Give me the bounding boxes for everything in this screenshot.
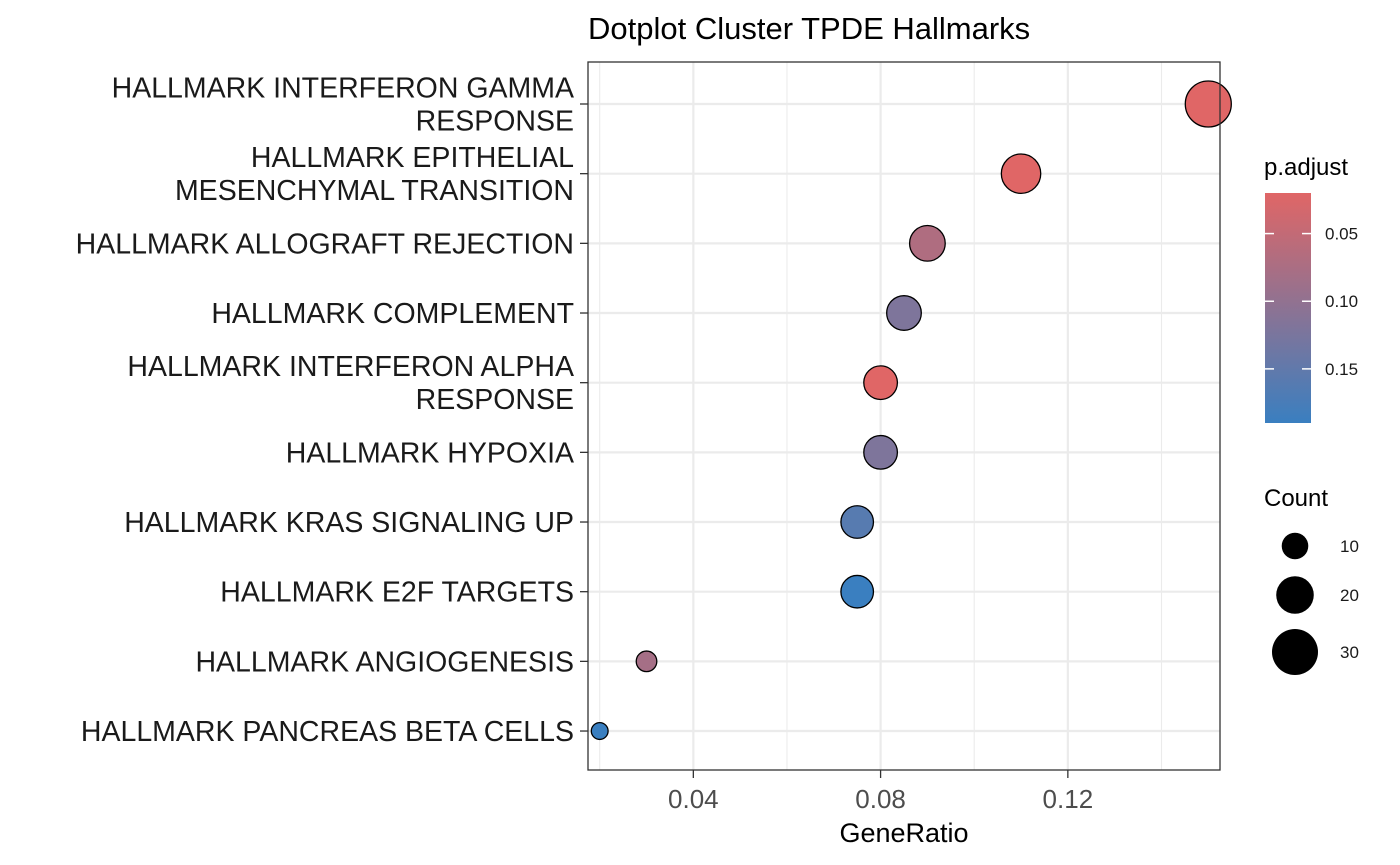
x-axis-tick-label: 0.04 (668, 784, 719, 814)
data-points (590, 80, 1232, 741)
count-legend-label: 10 (1340, 537, 1359, 556)
data-point (886, 295, 922, 331)
p-adjust-legend-title: p.adjust (1264, 154, 1348, 181)
p-adjust-legend-label: 0.15 (1325, 360, 1358, 379)
count-legend-key (1281, 532, 1309, 560)
x-axis-ticks: 0.04 0.08 0.12 (668, 770, 1093, 814)
panel-border (587, 61, 1221, 771)
count-legend: Count 10 20 30 (1264, 485, 1359, 676)
p-adjust-legend-ticks: 0.05 0.10 0.15 (1265, 225, 1358, 379)
count-legend-items: 10 20 30 (1271, 532, 1359, 676)
y-axis-label: RESPONSE (416, 384, 574, 416)
y-axis-label: HALLMARK KRAS SIGNALING UP (124, 507, 574, 539)
count-legend-title: Count (1264, 485, 1328, 512)
data-point (840, 574, 875, 609)
panel-background (588, 62, 1220, 770)
y-axis-label: RESPONSE (416, 106, 574, 138)
x-axis-tick-label: 0.12 (1043, 784, 1094, 814)
y-axis-label: HALLMARK E2F TARGETS (220, 577, 574, 609)
y-axis-label: HALLMARK INTERFERON ALPHA (127, 351, 574, 383)
count-legend-key (1271, 628, 1319, 676)
y-axis-label: HALLMARK PANCREAS BETA CELLS (81, 716, 574, 748)
data-point (840, 505, 875, 539)
p-adjust-colorbar (1265, 193, 1311, 423)
y-axis-label: HALLMARK EPITHELIAL (251, 142, 574, 174)
plot-panel (587, 61, 1232, 771)
count-legend-label: 20 (1340, 586, 1359, 605)
y-axis-label: HALLMARK COMPLEMENT (211, 298, 574, 330)
count-legend-label: 30 (1340, 643, 1359, 662)
data-point (590, 721, 609, 741)
data-point (863, 434, 899, 470)
p-adjust-legend: p.adjust 0.05 0.10 0.15 (1264, 154, 1358, 423)
y-axis-label: HALLMARK INTERFERON GAMMA (112, 73, 574, 105)
count-legend-key (1276, 576, 1314, 614)
y-axis-labels: HALLMARK INTERFERON GAMMARESPONSEHALLMAR… (76, 73, 588, 748)
y-axis-label: HALLMARK ANGIOGENESIS (195, 646, 574, 678)
p-adjust-legend-label: 0.05 (1325, 225, 1358, 244)
p-adjust-legend-label: 0.10 (1325, 292, 1358, 311)
chart-title: Dotplot Cluster TPDE Hallmarks (588, 11, 1030, 46)
y-axis-label: HALLMARK HYPOXIA (286, 437, 574, 469)
data-point (908, 224, 946, 262)
data-point (1000, 153, 1042, 195)
grid-lines (588, 62, 1220, 770)
y-axis-label: HALLMARK ALLOGRAFT REJECTION (76, 228, 574, 260)
x-axis-tick-label: 0.08 (855, 784, 906, 814)
data-point (635, 650, 658, 673)
x-axis-title: GeneRatio (839, 818, 968, 848)
data-point (1184, 80, 1232, 128)
data-point (863, 365, 899, 401)
y-axis-label: MESENCHYMAL TRANSITION (175, 175, 574, 207)
